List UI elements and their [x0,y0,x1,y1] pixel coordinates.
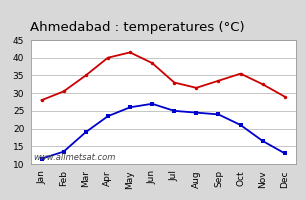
Text: www.allmetsat.com: www.allmetsat.com [33,153,116,162]
Text: Ahmedabad : temperatures (°C): Ahmedabad : temperatures (°C) [30,21,245,34]
